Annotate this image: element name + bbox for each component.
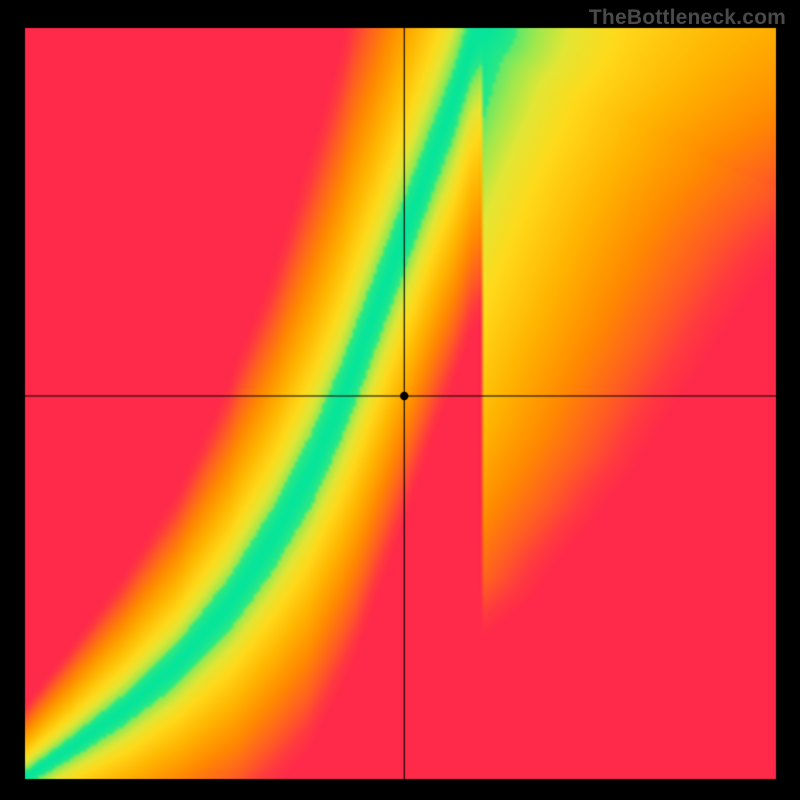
watermark-text: TheBottleneck.com bbox=[589, 6, 786, 30]
heatmap-canvas bbox=[0, 0, 800, 800]
chart-container: TheBottleneck.com bbox=[0, 0, 800, 800]
